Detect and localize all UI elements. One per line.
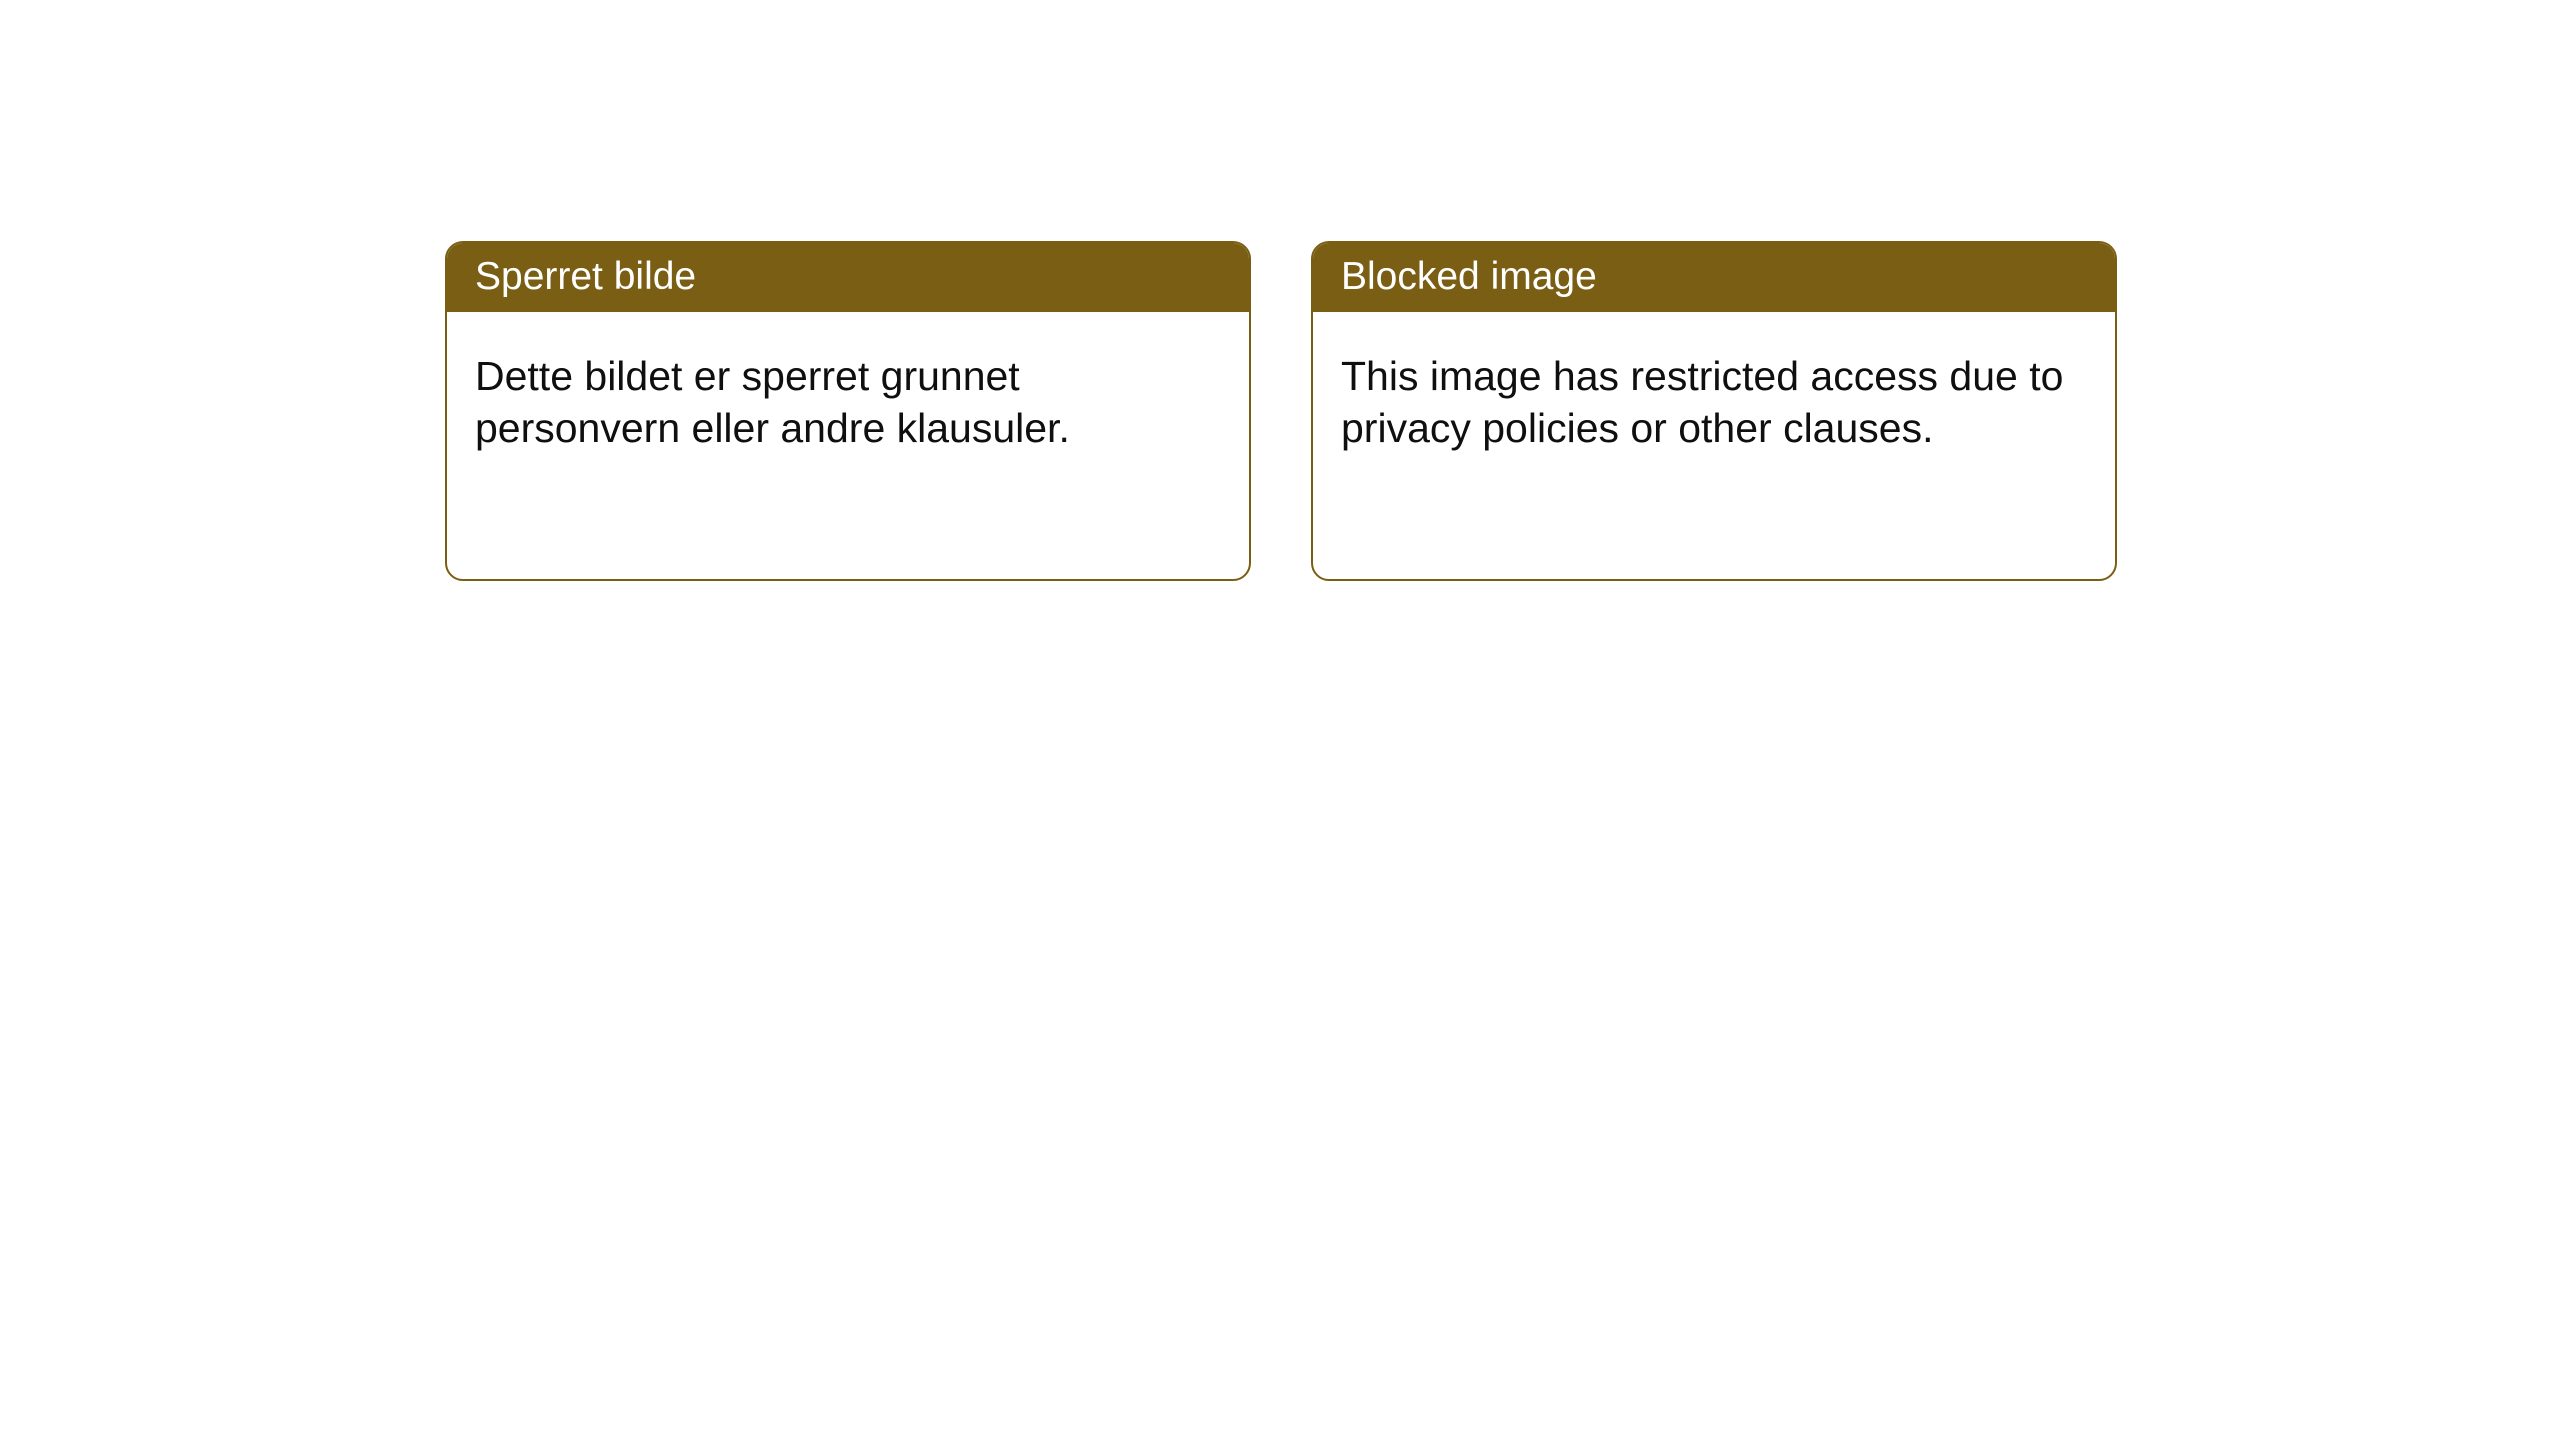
notice-card-body-en: This image has restricted access due to … xyxy=(1313,312,2115,493)
notice-card-no: Sperret bilde Dette bildet er sperret gr… xyxy=(445,241,1251,581)
notice-card-title-en: Blocked image xyxy=(1313,243,2115,312)
notice-card-title-no: Sperret bilde xyxy=(447,243,1249,312)
notice-card-en: Blocked image This image has restricted … xyxy=(1311,241,2117,581)
notice-card-body-no: Dette bildet er sperret grunnet personve… xyxy=(447,312,1249,493)
blocked-image-notice-container: Sperret bilde Dette bildet er sperret gr… xyxy=(445,241,2117,581)
